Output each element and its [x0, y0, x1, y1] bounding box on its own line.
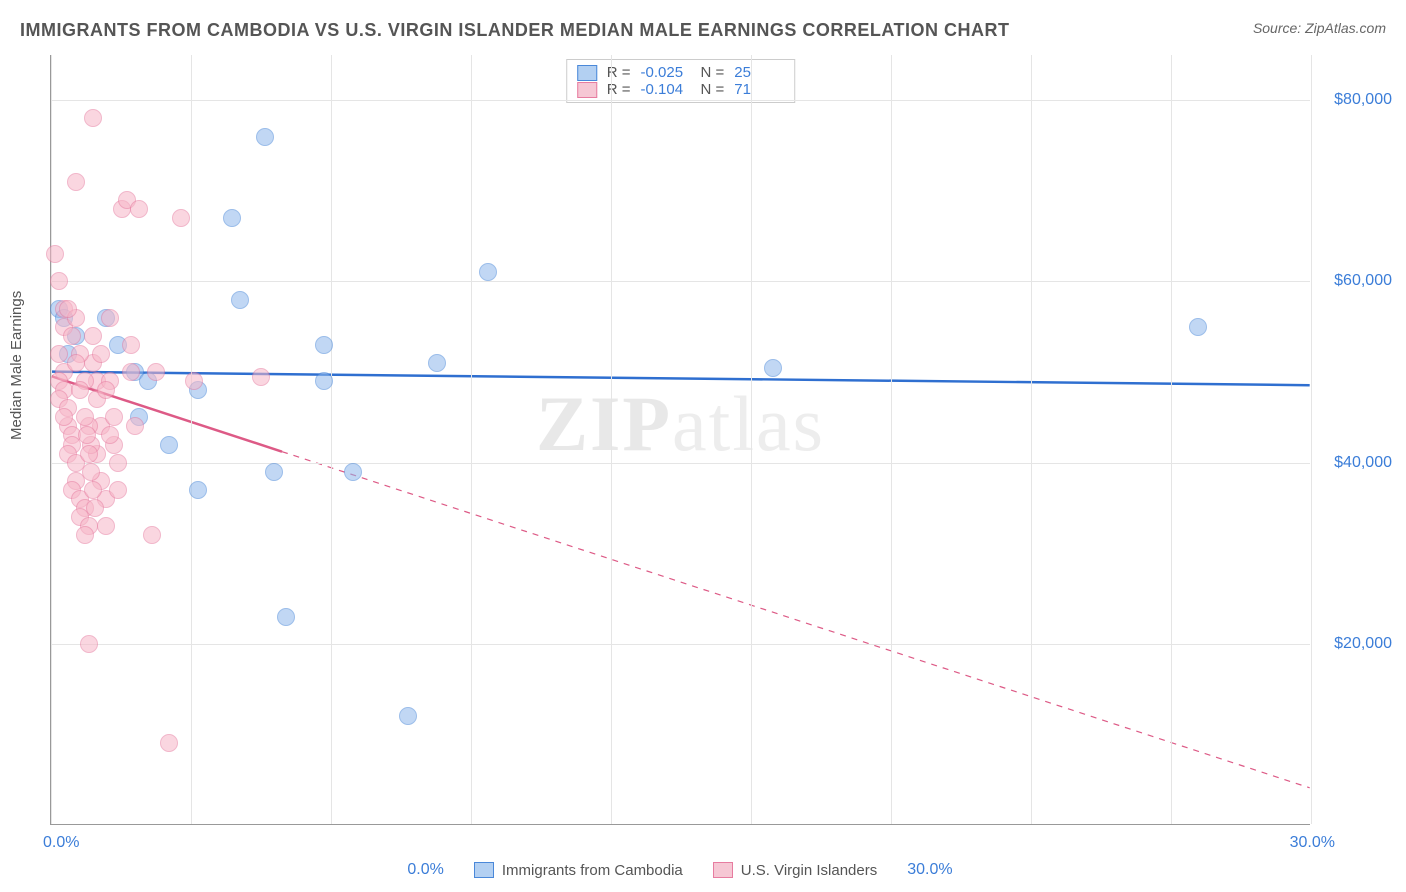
- data-point-usvi: [109, 481, 127, 499]
- watermark: ZIPatlas: [536, 379, 825, 469]
- data-point-cambodia: [764, 359, 782, 377]
- data-point-usvi: [97, 381, 115, 399]
- legend-item-usvi: U.S. Virgin Islanders: [713, 862, 877, 879]
- chart-title: IMMIGRANTS FROM CAMBODIA VS U.S. VIRGIN …: [20, 20, 1010, 40]
- data-point-usvi: [147, 363, 165, 381]
- gridline-h: [51, 644, 1310, 645]
- data-point-usvi: [50, 345, 68, 363]
- y-axis-label: Median Male Earnings: [8, 291, 25, 440]
- x-min-label-axis: 0.0%: [43, 834, 79, 852]
- x-max-label: 30.0%: [907, 861, 952, 879]
- legend-label-usvi: U.S. Virgin Islanders: [741, 862, 877, 879]
- data-point-usvi: [84, 109, 102, 127]
- stats-legend: R =-0.025N =25R =-0.104N =71: [566, 59, 796, 103]
- data-point-cambodia: [277, 608, 295, 626]
- gridline-v: [751, 55, 752, 824]
- n-label: N =: [701, 64, 725, 81]
- gridline-v: [191, 55, 192, 824]
- data-point-usvi: [109, 454, 127, 472]
- stats-row-usvi: R =-0.104N =71: [577, 81, 785, 98]
- data-point-usvi: [101, 309, 119, 327]
- swatch-cambodia: [577, 65, 597, 81]
- data-point-usvi: [84, 481, 102, 499]
- data-point-usvi: [105, 408, 123, 426]
- data-point-usvi: [67, 173, 85, 191]
- data-point-cambodia: [265, 463, 283, 481]
- data-point-cambodia: [399, 707, 417, 725]
- data-point-usvi: [122, 363, 140, 381]
- data-point-cambodia: [256, 128, 274, 146]
- stats-row-cambodia: R =-0.025N =25: [577, 64, 785, 81]
- gridline-v: [891, 55, 892, 824]
- data-point-usvi: [172, 209, 190, 227]
- gridline-h: [51, 463, 1310, 464]
- x-max-label-axis: 30.0%: [1290, 834, 1335, 852]
- y-tick-label: $60,000: [1334, 272, 1392, 290]
- data-point-cambodia: [189, 481, 207, 499]
- data-point-usvi: [92, 345, 110, 363]
- gridline-v: [471, 55, 472, 824]
- y-tick-label: $20,000: [1334, 635, 1392, 653]
- data-point-usvi: [55, 408, 73, 426]
- legend-item-cambodia: Immigrants from Cambodia: [474, 862, 683, 879]
- data-point-usvi: [97, 517, 115, 535]
- data-point-usvi: [78, 426, 96, 444]
- data-point-cambodia: [223, 209, 241, 227]
- n-value-usvi: 71: [734, 81, 784, 98]
- data-point-cambodia: [428, 354, 446, 372]
- series-legend: 0.0% Immigrants from Cambodia U.S. Virgi…: [50, 856, 1310, 884]
- data-point-cambodia: [479, 263, 497, 281]
- data-point-usvi: [80, 635, 98, 653]
- data-point-usvi: [185, 372, 203, 390]
- data-point-usvi: [59, 300, 77, 318]
- swatch-blue: [474, 862, 494, 878]
- gridline-v: [51, 55, 52, 824]
- data-point-cambodia: [315, 372, 333, 390]
- data-point-usvi: [82, 463, 100, 481]
- y-tick-label: $40,000: [1334, 454, 1392, 472]
- data-point-usvi: [46, 245, 64, 263]
- data-point-usvi: [76, 408, 94, 426]
- y-tick-label: $80,000: [1334, 91, 1392, 109]
- data-point-usvi: [160, 734, 178, 752]
- source-label: Source: ZipAtlas.com: [1253, 20, 1386, 36]
- x-min-label: 0.0%: [407, 861, 443, 879]
- data-point-usvi: [130, 200, 148, 218]
- gridline-v: [1311, 55, 1312, 824]
- data-point-usvi: [122, 336, 140, 354]
- data-point-usvi: [252, 368, 270, 386]
- data-point-usvi: [84, 327, 102, 345]
- swatch-usvi: [577, 82, 597, 98]
- gridline-h: [51, 100, 1310, 101]
- gridline-v: [1031, 55, 1032, 824]
- data-point-cambodia: [231, 291, 249, 309]
- swatch-pink: [713, 862, 733, 878]
- n-value-cambodia: 25: [734, 64, 784, 81]
- data-point-usvi: [143, 526, 161, 544]
- data-point-usvi: [86, 499, 104, 517]
- data-point-usvi: [76, 526, 94, 544]
- data-point-usvi: [67, 354, 85, 372]
- data-point-usvi: [63, 327, 81, 345]
- r-value-cambodia: -0.025: [641, 64, 691, 81]
- legend-label-cambodia: Immigrants from Cambodia: [502, 862, 683, 879]
- data-point-usvi: [50, 272, 68, 290]
- n-label: N =: [701, 81, 725, 98]
- data-point-cambodia: [160, 436, 178, 454]
- data-point-usvi: [80, 445, 98, 463]
- data-point-usvi: [126, 417, 144, 435]
- data-point-usvi: [101, 426, 119, 444]
- r-value-usvi: -0.104: [641, 81, 691, 98]
- data-point-cambodia: [344, 463, 362, 481]
- gridline-v: [1171, 55, 1172, 824]
- gridline-h: [51, 281, 1310, 282]
- trend-lines: [51, 55, 1310, 824]
- data-point-usvi: [71, 381, 89, 399]
- scatter-plot: ZIPatlas R =-0.025N =25R =-0.104N =71 $2…: [50, 55, 1310, 825]
- data-point-cambodia: [315, 336, 333, 354]
- gridline-v: [331, 55, 332, 824]
- data-point-cambodia: [1189, 318, 1207, 336]
- gridline-v: [611, 55, 612, 824]
